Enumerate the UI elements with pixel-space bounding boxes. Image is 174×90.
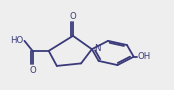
Text: N: N: [94, 44, 100, 53]
Text: O: O: [70, 12, 76, 21]
Text: OH: OH: [137, 52, 150, 61]
Text: O: O: [29, 66, 36, 75]
Text: HO: HO: [10, 36, 24, 45]
